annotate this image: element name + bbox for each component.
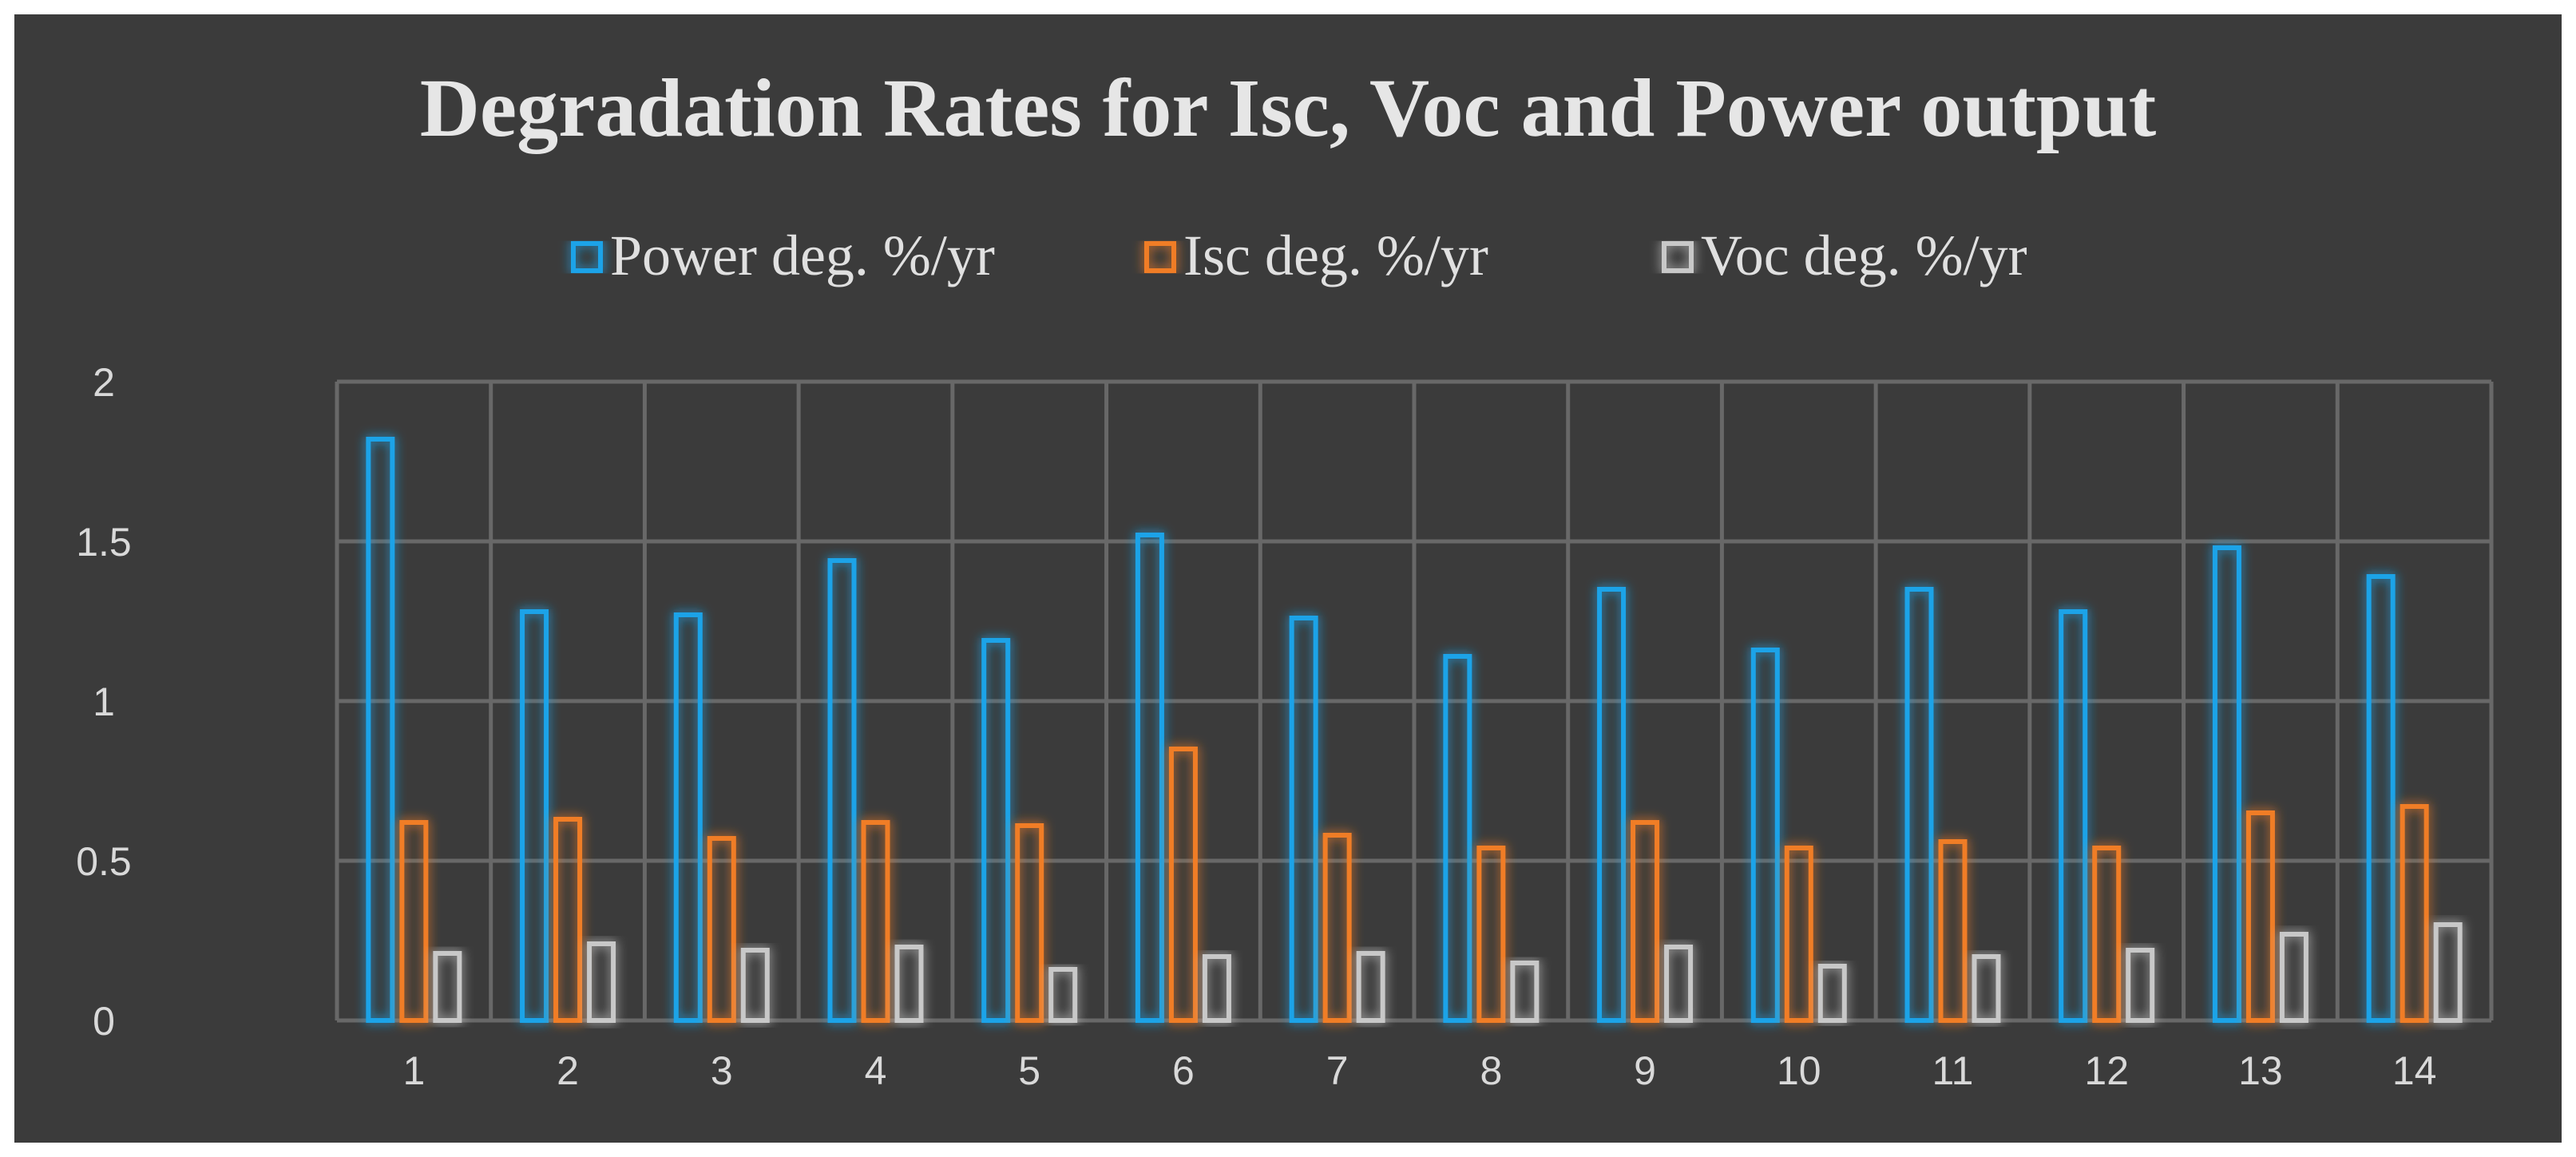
bar-voc	[2433, 922, 2463, 1023]
legend: Power deg. %/yr Isc deg. %/yr Voc deg. %/y…	[571, 224, 2027, 287]
chart-title: Degradation Rates for Isc, Voc and Power…	[420, 62, 2157, 154]
bar-voc	[587, 941, 616, 1023]
y-tick-label: 2	[93, 360, 115, 405]
bar-chart: Degradation Rates for Isc, Voc and Power…	[76, 62, 2494, 1093]
bar-voc	[433, 951, 462, 1023]
bar-isc	[1168, 747, 1198, 1023]
x-tick-label: 3	[711, 1048, 733, 1093]
bar-isc	[1938, 839, 1968, 1023]
legend-swatch	[571, 241, 603, 273]
bar-power	[2059, 609, 2088, 1023]
bar-voc	[2279, 932, 2308, 1023]
bar-power	[981, 638, 1011, 1023]
bar-isc	[2400, 804, 2429, 1023]
bar-power	[520, 609, 549, 1023]
bar-power	[366, 437, 395, 1023]
bar-voc	[2126, 948, 2155, 1023]
bar-isc	[1015, 823, 1044, 1023]
bar-isc	[1631, 820, 1660, 1023]
bar-voc	[1972, 954, 2001, 1023]
x-tick-label: 5	[1018, 1048, 1040, 1093]
bar-voc	[1202, 954, 1231, 1023]
bar-isc	[1784, 846, 1813, 1023]
y-tick-label: 1	[93, 680, 115, 724]
x-tick-label: 2	[557, 1048, 579, 1093]
bar-isc	[2092, 846, 2122, 1023]
chart-frame: Degradation Rates for Isc, Voc and Power…	[14, 14, 2562, 1143]
bar-voc	[1356, 951, 1385, 1023]
bar-isc	[553, 817, 583, 1023]
bar-isc	[1476, 846, 1506, 1023]
x-tick-label: 11	[1932, 1048, 1974, 1093]
bar-power	[1135, 533, 1164, 1023]
bar-voc	[1817, 964, 1847, 1023]
legend-label: Power deg. %/yr	[610, 224, 995, 287]
bar-power	[827, 558, 857, 1023]
y-tick-label: 0.5	[76, 839, 132, 884]
legend-label: Voc deg. %/yr	[1701, 224, 2027, 287]
bar-isc	[2245, 810, 2275, 1023]
bar-power	[1750, 648, 1780, 1023]
x-tick-label: 7	[1326, 1048, 1349, 1093]
bar-power	[2366, 574, 2396, 1023]
x-tick-label: 14	[2392, 1048, 2437, 1093]
bar-isc	[399, 820, 429, 1023]
y-tick-label: 1.5	[76, 520, 132, 565]
bar-voc	[894, 945, 924, 1023]
x-tick-label: 9	[1634, 1048, 1656, 1093]
x-tick-label: 4	[865, 1048, 887, 1093]
x-tick-label: 8	[1480, 1048, 1502, 1093]
bar-isc	[1322, 833, 1352, 1023]
legend-swatch	[1662, 241, 1694, 273]
bars	[366, 437, 2463, 1023]
x-tick-label: 1	[402, 1048, 425, 1093]
legend-label: Isc deg. %/yr	[1183, 224, 1488, 287]
bar-voc	[740, 948, 770, 1023]
y-tick-label: 0	[93, 999, 115, 1044]
x-tick-label: 10	[1777, 1048, 1821, 1093]
bar-power	[1904, 587, 1934, 1023]
legend-swatch	[1144, 241, 1176, 273]
bar-voc	[1048, 967, 1078, 1023]
x-axis: 1 2 3 4 5 6 7 8 9 10 11 12 13 14	[402, 1048, 2436, 1093]
gridlines	[335, 379, 2494, 1023]
bar-power	[2212, 545, 2241, 1023]
x-tick-label: 6	[1172, 1048, 1195, 1093]
bar-voc	[1664, 945, 1694, 1023]
y-axis: 0 0.5 1 1.5 2	[76, 360, 132, 1044]
bar-isc	[707, 836, 736, 1023]
bar-isc	[861, 820, 890, 1023]
bar-voc	[1510, 961, 1540, 1023]
bar-power	[1289, 616, 1318, 1023]
bar-power	[1443, 654, 1472, 1023]
x-tick-label: 13	[2238, 1048, 2283, 1093]
bar-power	[673, 612, 703, 1023]
bar-power	[1597, 587, 1627, 1023]
x-tick-label: 12	[2084, 1048, 2129, 1093]
